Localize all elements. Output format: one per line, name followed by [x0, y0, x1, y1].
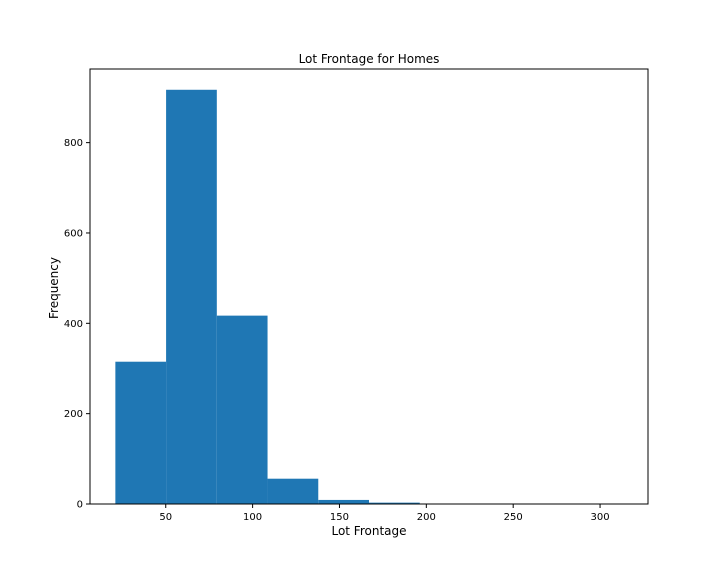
y-tick-label: 0 [77, 500, 83, 511]
histogram-bar [267, 478, 319, 504]
y-axis-label: Frequency [47, 257, 61, 319]
x-tick-label: 300 [591, 512, 610, 523]
y-tick-label: 600 [64, 228, 83, 239]
y-tick-label: 400 [64, 319, 83, 330]
x-axis-ticks: 50 100 150 200 250 300 [159, 504, 610, 523]
y-tick-label: 800 [64, 138, 83, 149]
histogram-bar [318, 499, 369, 504]
y-tick-label: 200 [64, 409, 83, 420]
plot-frame [89, 68, 649, 505]
x-tick-label: 250 [504, 512, 523, 523]
x-tick-label: 100 [243, 512, 262, 523]
x-tick-label: 200 [417, 512, 436, 523]
chart-title: Lot Frontage for Homes [299, 52, 440, 66]
histogram-bar [115, 361, 167, 504]
x-tick-label: 50 [159, 512, 172, 523]
histogram-bar [369, 502, 420, 504]
histogram-bar [166, 89, 217, 505]
bars [115, 89, 623, 505]
x-tick-label: 150 [330, 512, 349, 523]
x-axis-label: Lot Frontage [331, 524, 406, 538]
histogram-bar [216, 315, 268, 504]
y-axis-ticks: 0 200 400 600 800 [64, 138, 90, 511]
